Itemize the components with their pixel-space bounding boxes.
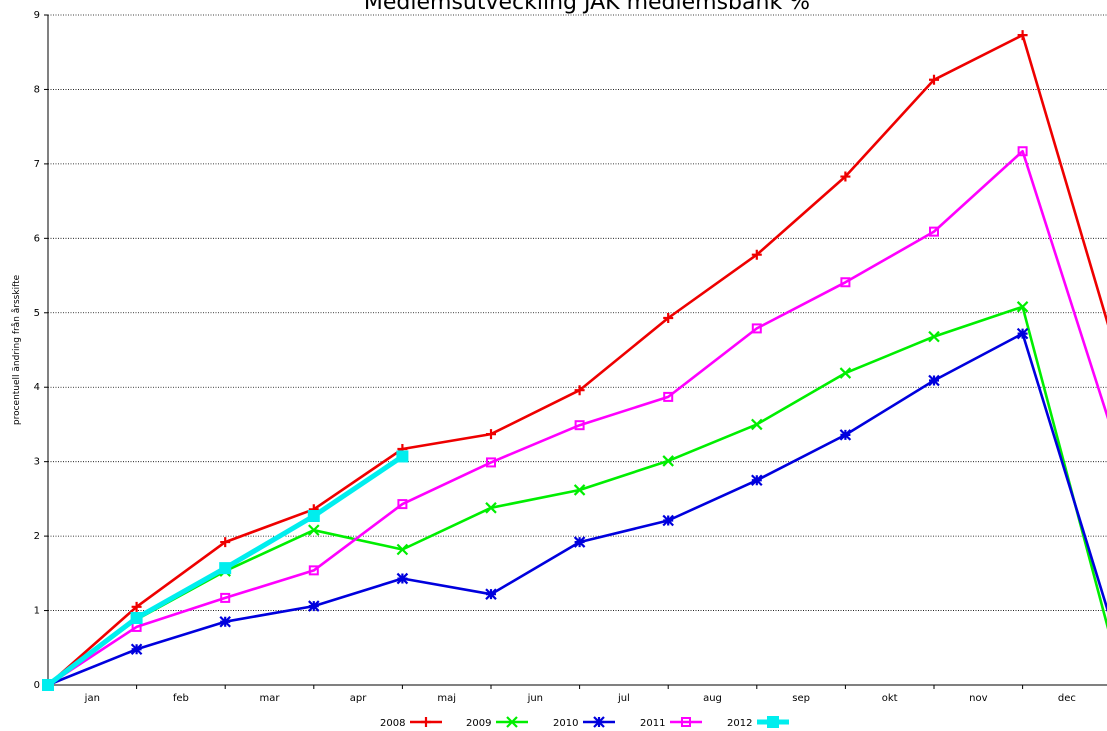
legend-marker [506, 716, 518, 728]
x-tick-label: jun [527, 693, 543, 704]
data-point [928, 330, 940, 343]
x-tick-label: feb [173, 693, 189, 704]
legend-label: 2011 [640, 718, 665, 729]
data-point [219, 562, 232, 575]
y-tick-label: 7 [34, 159, 40, 170]
x-tick-label: aug [703, 693, 722, 704]
legend-label: 2009 [466, 718, 491, 729]
data-point [574, 420, 585, 431]
legend-marker [593, 716, 605, 728]
data-point [396, 450, 409, 463]
data-point [307, 510, 320, 523]
data-point [839, 367, 852, 379]
y-tick-label: 5 [34, 308, 40, 319]
data-point [308, 565, 319, 576]
data-point [840, 277, 851, 288]
data-point [663, 312, 674, 323]
grid [48, 14, 1107, 611]
y-tick-label: 2 [34, 531, 40, 542]
x-tick-label: sep [792, 693, 810, 704]
data-point [42, 679, 54, 691]
data-point [929, 74, 939, 85]
data-point [662, 514, 674, 527]
x-tick-label: maj [437, 693, 456, 704]
data-point [751, 474, 763, 487]
data-point [751, 418, 763, 431]
x-tick-label: nov [969, 693, 987, 704]
data-point [929, 226, 939, 237]
series-2010 [42, 327, 1107, 691]
data-point [573, 536, 586, 548]
legend-item-2008: 2008 [380, 717, 442, 729]
data-point [928, 374, 940, 387]
series-2008 [43, 30, 1107, 690]
data-point [1016, 327, 1029, 340]
legend: 2008 2009 2010 2011 2012 [380, 716, 789, 729]
data-point [396, 572, 409, 585]
legend-label: 2012 [727, 718, 752, 729]
data-point [130, 643, 143, 656]
legend-label: 2010 [553, 718, 578, 729]
data-point [574, 385, 585, 396]
chart-title: Medlemsutveckling JAK medlemsbank % [364, 0, 810, 15]
data-point [130, 612, 143, 624]
data-point [308, 524, 320, 536]
data-point [131, 601, 142, 612]
legend-item-2010: 2010 [553, 716, 615, 729]
y-tick-label: 1 [34, 606, 40, 617]
data-point [1017, 30, 1028, 41]
x-tick-label: apr [350, 693, 367, 704]
series-2009 [42, 301, 1107, 691]
y-axis-label: procentuell ändring från årsskifte [11, 274, 22, 425]
data-point [486, 429, 496, 440]
data-point [573, 484, 586, 496]
data-point [839, 429, 852, 441]
data-point [485, 502, 497, 514]
y-tick-label: 0 [34, 680, 40, 691]
y-tick-label: 6 [34, 233, 40, 244]
x-tick-label: dec [1058, 693, 1076, 704]
data-point [485, 588, 497, 600]
data-point [397, 499, 408, 510]
legend-marker [767, 716, 779, 728]
data-point [1017, 146, 1028, 157]
legend-label: 2008 [380, 718, 405, 729]
axes: 0 1 2 3 4 5 6 7 8 9 jan feb mar apr maj jun jul aug sep okt… [34, 10, 1107, 704]
data-point [220, 537, 231, 548]
y-tick-label: 3 [34, 457, 40, 468]
series-line-2010 [47, 332, 1107, 687]
data-point [662, 455, 674, 467]
series-2011 [43, 146, 1107, 690]
legend-item-2011: 2011 [640, 717, 702, 729]
data-point [486, 457, 496, 468]
x-tick-label: okt [882, 693, 898, 704]
x-tick-label: jan [84, 693, 100, 704]
legend-item-2009: 2009 [466, 716, 528, 729]
data-point [1016, 301, 1029, 313]
x-tick-label: jul [617, 693, 630, 704]
series-group [42, 30, 1107, 691]
y-tick-label: 4 [34, 382, 40, 393]
series-line-2011 [47, 149, 1107, 687]
data-point [219, 615, 231, 628]
y-tick-label: 8 [34, 84, 40, 95]
legend-marker [681, 717, 691, 727]
legend-marker [421, 717, 431, 727]
x-tick-label: mar [260, 693, 281, 704]
data-point [308, 600, 320, 612]
data-point [751, 249, 762, 260]
data-point [751, 323, 762, 334]
data-point [220, 592, 231, 603]
series-2012 [42, 450, 409, 691]
legend-item-2012: 2012 [727, 716, 789, 729]
y-tick-label: 9 [34, 10, 40, 21]
data-point [396, 543, 409, 556]
data-point [840, 171, 851, 182]
data-point [663, 391, 674, 402]
series-line-2008 [47, 33, 1107, 686]
